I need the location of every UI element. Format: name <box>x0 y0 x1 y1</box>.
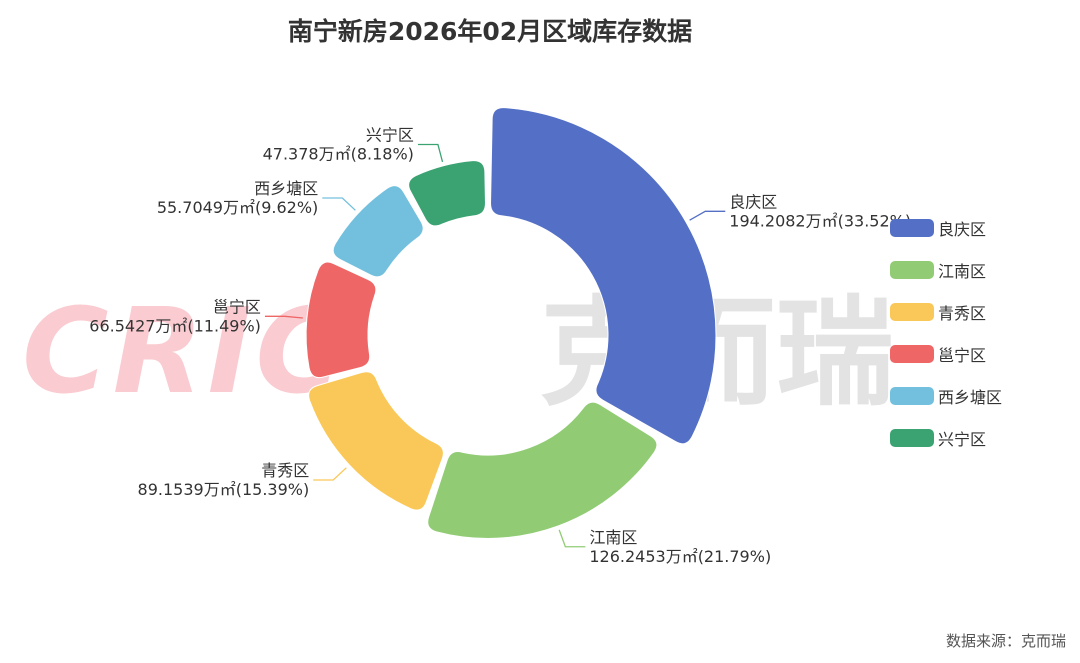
slice-value-label: 126.2453万㎡(21.79%) <box>589 547 771 566</box>
slice-value-label: 66.5427万㎡(11.49%) <box>89 316 261 335</box>
data-source-note: 数据来源：克而瑞 <box>945 632 1066 650</box>
legend-swatch <box>890 219 934 237</box>
label-leader-line <box>313 467 347 481</box>
watermark: CRIC 克而瑞 <box>22 282 894 422</box>
legend-item[interactable]: 良庆区 <box>890 216 986 240</box>
pie-slice[interactable] <box>305 261 377 379</box>
legend-label: 邕宁区 <box>938 346 987 365</box>
slice-value-label: 47.378万㎡(8.18%) <box>263 144 414 163</box>
slice-name-label: 邕宁区 <box>213 297 261 316</box>
slice-name-label: 兴宁区 <box>366 125 414 144</box>
legend-swatch <box>890 303 934 321</box>
legend-swatch <box>890 429 934 447</box>
pie-slice[interactable] <box>408 160 486 227</box>
legend-label: 西乡塘区 <box>938 388 1003 407</box>
pie-slice[interactable] <box>332 185 424 278</box>
legend-item[interactable]: 邕宁区 <box>890 342 986 366</box>
slice-name-label: 良庆区 <box>729 192 777 211</box>
pie-slice[interactable] <box>490 107 717 445</box>
slice-name-label: 江南区 <box>589 528 637 547</box>
legend-label: 良庆区 <box>938 220 987 239</box>
legend-label: 青秀区 <box>938 304 987 323</box>
watermark-chinese: 克而瑞 <box>540 284 894 422</box>
slice-value-label: 55.7049万㎡(9.62%) <box>157 198 318 217</box>
pie-slice[interactable] <box>427 401 658 539</box>
slices <box>305 107 717 539</box>
legend-swatch <box>890 345 934 363</box>
watermark-latin: CRIC <box>22 282 346 420</box>
legend-label: 江南区 <box>938 262 987 281</box>
slice-value-label: 89.1539万㎡(15.39%) <box>138 480 310 499</box>
label-leader-line <box>689 210 726 221</box>
label-leader-line <box>322 197 356 211</box>
legend-item[interactable]: 青秀区 <box>890 300 986 324</box>
legend-swatch <box>890 387 934 405</box>
slice-value-label: 194.2082万㎡(33.52%) <box>729 211 911 230</box>
label-leader-line <box>264 315 303 319</box>
label-leader-line <box>558 529 586 548</box>
chart-title: 南宁新房2026年02月区域库存数据 <box>287 17 693 46</box>
legend-item[interactable]: 江南区 <box>890 258 986 282</box>
legend-label: 兴宁区 <box>938 430 987 449</box>
slice-name-label: 西乡塘区 <box>254 179 318 198</box>
slice-name-label: 青秀区 <box>261 461 309 480</box>
legend-item[interactable]: 西乡塘区 <box>890 384 1002 408</box>
pie-slice[interactable] <box>308 371 444 511</box>
legend-swatch <box>890 261 934 279</box>
legend-item[interactable]: 兴宁区 <box>890 426 986 450</box>
label-leader-line <box>417 143 444 163</box>
